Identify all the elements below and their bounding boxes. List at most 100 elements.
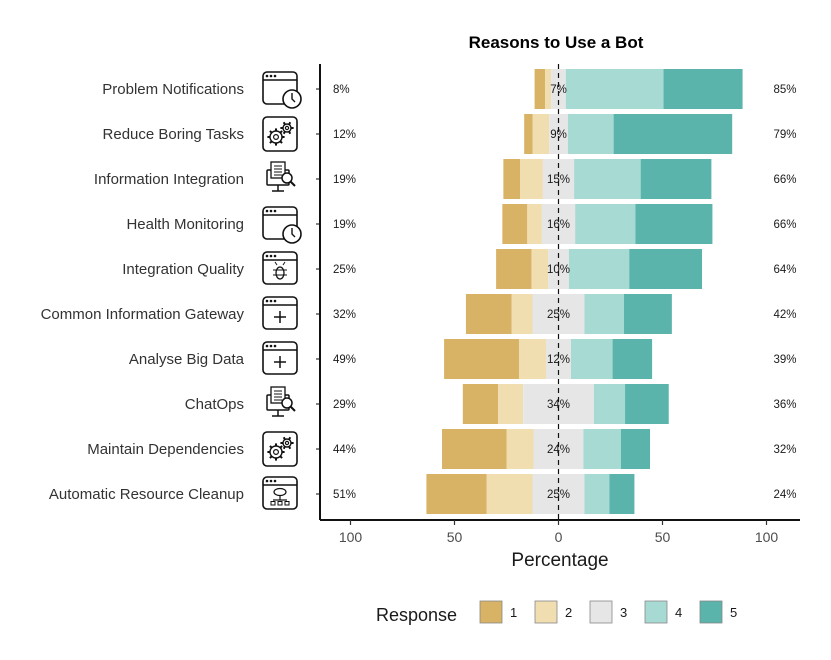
bar-segment-response-5	[663, 69, 743, 109]
category-row: Information Integration 19% 15% 66%	[94, 159, 797, 199]
bar-segment-response-1	[534, 69, 545, 109]
category-row: Problem Notifications 8% 7% 85%	[102, 69, 797, 109]
bar-segment-response-4	[584, 294, 625, 334]
category-label: ChatOps	[185, 396, 244, 413]
legend-label: 3	[620, 605, 627, 620]
bar-segment-response-5	[635, 204, 713, 244]
bar-segment-response-2	[520, 159, 543, 199]
bar-segment-response-4	[574, 159, 641, 199]
high-percent-label: 66%	[773, 174, 796, 186]
bar-segment-response-2	[531, 249, 549, 289]
neutral-percent-label: 16%	[547, 219, 570, 231]
high-percent-label: 64%	[773, 264, 796, 276]
x-axis-title: Percentage	[511, 550, 608, 571]
bar-segment-response-5	[609, 474, 635, 514]
window-plus-icon	[262, 296, 298, 330]
bar-segment-response-5	[625, 384, 669, 424]
low-percent-label: 49%	[333, 354, 356, 366]
bar-segment-response-2	[511, 294, 533, 334]
high-percent-label: 24%	[773, 489, 796, 501]
x-tick-label: 0	[555, 529, 563, 545]
low-percent-label: 51%	[333, 489, 356, 501]
high-percent-label: 32%	[773, 444, 796, 456]
x-tick-label: 50	[447, 529, 463, 545]
legend-swatch-4	[644, 600, 668, 624]
window-clock-icon	[262, 206, 302, 244]
bar-segment-response-4	[583, 429, 621, 469]
category-label: Maintain Dependencies	[87, 441, 244, 458]
computer-search-icon	[266, 386, 296, 417]
category-label: Reduce Boring Tasks	[103, 126, 244, 143]
category-label: Analyse Big Data	[129, 351, 245, 368]
legend: Response 1 2 3 4 5	[376, 600, 737, 625]
high-percent-label: 85%	[773, 84, 796, 96]
bar-segment-response-2	[518, 339, 547, 379]
legend-swatch-1	[479, 600, 503, 624]
window-bug-icon	[262, 251, 298, 285]
category-row: Reduce Boring Tasks 12% 9% 79%	[103, 114, 797, 154]
chart-rows: Problem Notifications 8% 7% 85% Reduce Borin…	[41, 69, 797, 514]
bar-segment-response-5	[620, 429, 651, 469]
bar-segment-response-1	[503, 159, 521, 199]
bar-segment-response-2	[532, 114, 550, 154]
low-percent-label: 19%	[333, 174, 356, 186]
high-percent-label: 66%	[773, 219, 796, 231]
bar-segment-response-2	[486, 474, 533, 514]
category-row: Health Monitoring 19% 16% 66%	[126, 204, 797, 244]
legend-label: 5	[730, 605, 737, 620]
bar-segment-response-4	[565, 69, 664, 109]
category-label: Health Monitoring	[126, 216, 244, 233]
category-label: Integration Quality	[122, 261, 244, 278]
bar-segment-response-1	[442, 429, 507, 469]
bar-segment-response-1	[462, 384, 499, 424]
bar-segment-response-1	[465, 294, 512, 334]
category-label: Problem Notifications	[102, 81, 244, 98]
low-percent-label: 12%	[333, 129, 356, 141]
bar-segment-response-4	[568, 249, 630, 289]
low-percent-label: 29%	[333, 399, 356, 411]
low-percent-label: 25%	[333, 264, 356, 276]
legend-label: 2	[565, 605, 572, 620]
computer-search-icon	[266, 161, 296, 192]
low-percent-label: 44%	[333, 444, 356, 456]
bar-segment-response-5	[624, 294, 672, 334]
bar-segment-response-1	[426, 474, 487, 514]
bar-segment-response-5	[612, 339, 653, 379]
bar-segment-response-1	[444, 339, 519, 379]
gears-icon	[262, 431, 298, 467]
neutral-percent-label: 7%	[550, 84, 567, 96]
bar-segment-response-2	[498, 384, 524, 424]
legend-swatch-3	[589, 600, 613, 624]
bar-segment-response-4	[567, 114, 614, 154]
bar-segment-response-5	[640, 159, 712, 199]
neutral-percent-label: 25%	[547, 309, 570, 321]
neutral-percent-label: 24%	[547, 444, 570, 456]
category-label: Common Information Gateway	[41, 306, 245, 323]
category-label: Automatic Resource Cleanup	[49, 486, 244, 503]
window-plus-icon	[262, 341, 298, 375]
bar-segment-response-1	[524, 114, 533, 154]
category-row: Common Information Gateway 32% 25% 42%	[41, 294, 797, 334]
legend-label: 1	[510, 605, 517, 620]
high-percent-label: 42%	[773, 309, 796, 321]
bar-segment-response-2	[544, 69, 552, 109]
bar-segment-response-4	[593, 384, 626, 424]
category-row: Analyse Big Data 49% 12% 39%	[129, 339, 797, 379]
legend-label: 4	[675, 605, 682, 620]
high-percent-label: 39%	[773, 354, 796, 366]
bar-segment-response-1	[496, 249, 532, 289]
bar-segment-response-2	[527, 204, 542, 244]
bar-segment-response-4	[584, 474, 610, 514]
x-tick-label: 50	[655, 529, 671, 545]
category-row: Maintain Dependencies 44% 24% 32%	[87, 429, 797, 469]
window-network-icon	[262, 476, 298, 510]
bar-segment-response-5	[613, 114, 733, 154]
bar-segment-response-1	[502, 204, 528, 244]
neutral-percent-label: 12%	[547, 354, 570, 366]
bar-segment-response-4	[575, 204, 636, 244]
neutral-percent-label: 15%	[547, 174, 570, 186]
low-percent-label: 8%	[333, 84, 350, 96]
bar-segment-response-4	[570, 339, 613, 379]
category-row: Integration Quality 25% 10% 64%	[122, 249, 797, 289]
high-percent-label: 36%	[773, 399, 796, 411]
